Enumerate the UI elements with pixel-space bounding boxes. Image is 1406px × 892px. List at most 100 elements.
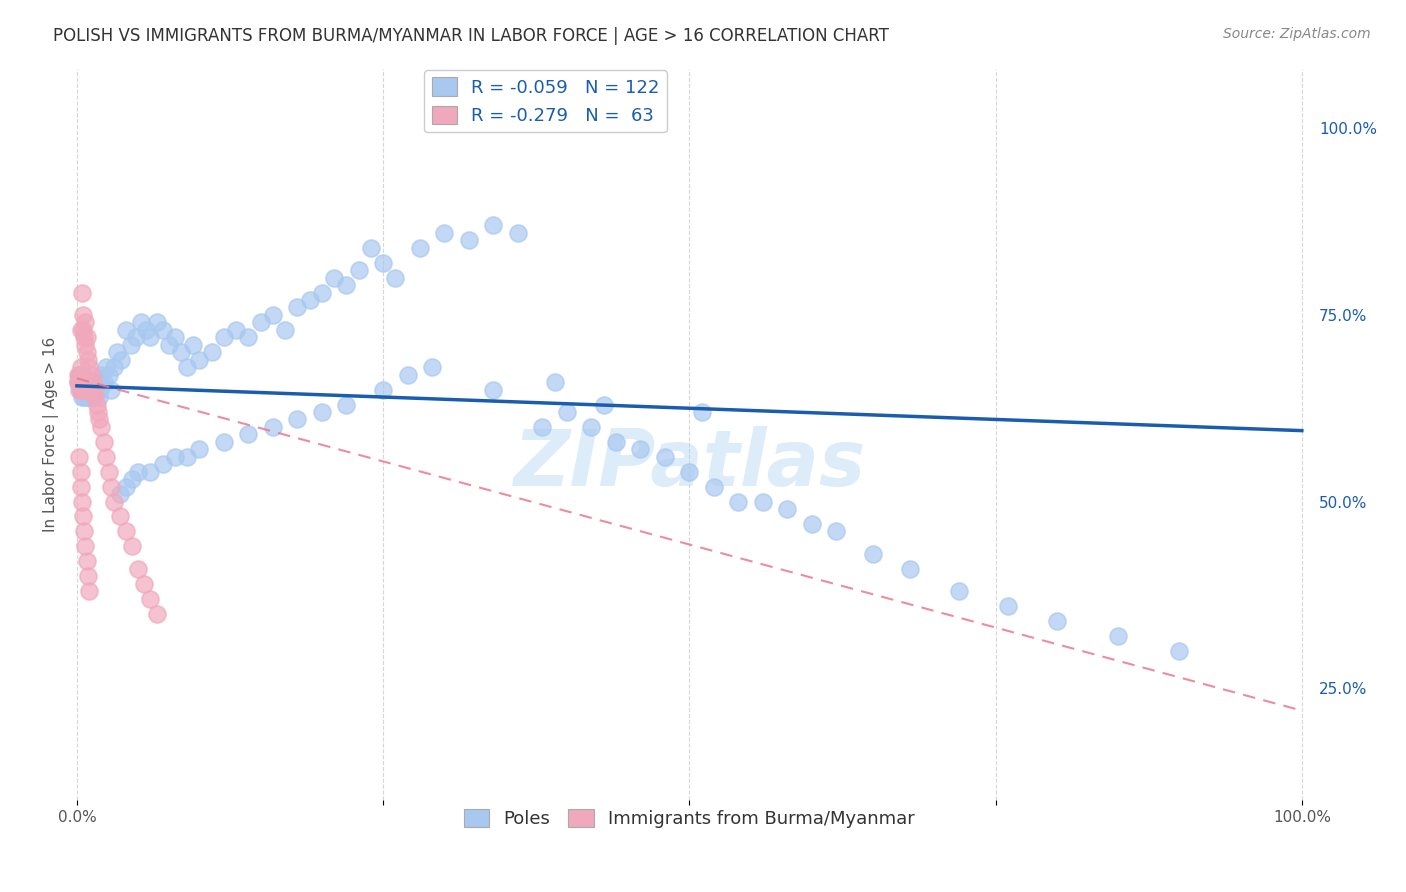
Point	[323, 270, 346, 285]
Point	[70, 383, 93, 397]
Point	[384, 270, 406, 285]
Point	[108, 487, 131, 501]
Point	[70, 375, 93, 389]
Point	[134, 323, 156, 337]
Point	[72, 375, 94, 389]
Point	[181, 338, 204, 352]
Point	[212, 330, 235, 344]
Point	[262, 308, 284, 322]
Point	[77, 383, 100, 397]
Point	[110, 352, 132, 367]
Point	[360, 241, 382, 255]
Point	[73, 375, 96, 389]
Point	[176, 450, 198, 464]
Point	[482, 219, 505, 233]
Point	[176, 360, 198, 375]
Point	[89, 383, 111, 397]
Point	[90, 368, 112, 382]
Point	[287, 412, 309, 426]
Point	[825, 524, 848, 539]
Point	[93, 434, 115, 449]
Point	[752, 494, 775, 508]
Point	[1168, 644, 1191, 658]
Point	[77, 352, 100, 367]
Point	[690, 405, 713, 419]
Point	[457, 233, 479, 247]
Point	[83, 375, 105, 389]
Point	[73, 375, 96, 389]
Point	[139, 465, 162, 479]
Point	[79, 375, 101, 389]
Point	[72, 375, 94, 389]
Point	[77, 569, 100, 583]
Point	[69, 375, 91, 389]
Point	[67, 368, 90, 382]
Point	[948, 584, 970, 599]
Point	[73, 330, 96, 344]
Point	[82, 375, 104, 389]
Point	[335, 278, 357, 293]
Point	[67, 375, 90, 389]
Point	[373, 383, 395, 397]
Point	[170, 345, 193, 359]
Point	[531, 420, 554, 434]
Point	[997, 599, 1019, 613]
Point	[77, 584, 100, 599]
Point	[139, 330, 162, 344]
Point	[311, 285, 333, 300]
Point	[75, 338, 97, 352]
Point	[678, 465, 700, 479]
Point	[67, 375, 90, 389]
Point	[69, 360, 91, 375]
Point	[212, 434, 235, 449]
Point	[84, 390, 107, 404]
Point	[800, 516, 823, 531]
Point	[188, 442, 211, 457]
Point	[67, 375, 90, 389]
Point	[1107, 629, 1129, 643]
Point	[125, 330, 148, 344]
Text: ZIPatlas: ZIPatlas	[513, 425, 866, 501]
Point	[96, 360, 118, 375]
Point	[77, 390, 100, 404]
Point	[506, 226, 529, 240]
Point	[120, 338, 142, 352]
Point	[97, 465, 120, 479]
Point	[347, 263, 370, 277]
Point	[898, 562, 921, 576]
Point	[76, 330, 98, 344]
Point	[76, 383, 98, 397]
Point	[238, 427, 260, 442]
Point	[67, 450, 90, 464]
Point	[80, 368, 103, 382]
Point	[69, 375, 91, 389]
Text: Source: ZipAtlas.com: Source: ZipAtlas.com	[1223, 27, 1371, 41]
Point	[67, 383, 90, 397]
Point	[87, 390, 110, 404]
Point	[70, 390, 93, 404]
Point	[72, 383, 94, 397]
Point	[77, 383, 100, 397]
Point	[69, 375, 91, 389]
Point	[298, 293, 321, 307]
Point	[87, 405, 110, 419]
Point	[77, 360, 100, 375]
Point	[96, 450, 118, 464]
Point	[262, 420, 284, 434]
Point	[69, 383, 91, 397]
Point	[555, 405, 578, 419]
Point	[1046, 614, 1069, 628]
Point	[115, 524, 138, 539]
Point	[87, 383, 110, 397]
Point	[100, 480, 122, 494]
Point	[776, 502, 799, 516]
Point	[727, 494, 749, 508]
Point	[90, 420, 112, 434]
Point	[75, 383, 97, 397]
Point	[75, 383, 97, 397]
Point	[121, 472, 143, 486]
Point	[134, 576, 156, 591]
Point	[433, 226, 456, 240]
Point	[70, 494, 93, 508]
Point	[482, 383, 505, 397]
